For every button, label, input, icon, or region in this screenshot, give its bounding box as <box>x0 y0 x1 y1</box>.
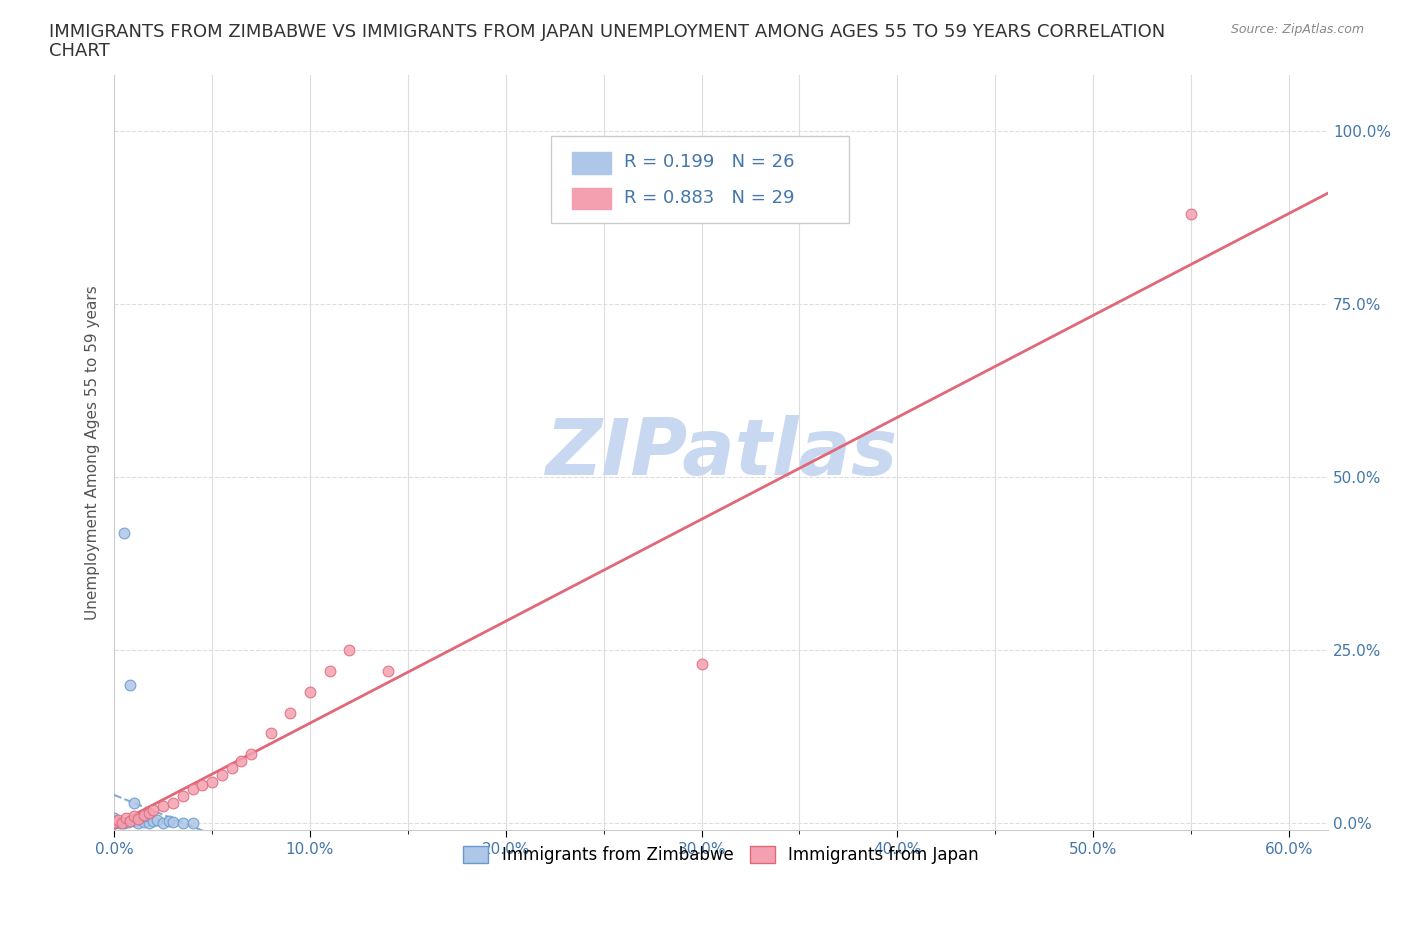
Point <box>122 813 145 828</box>
Point <box>115 810 138 825</box>
Point <box>132 809 155 824</box>
Point <box>142 814 165 829</box>
Point <box>157 814 180 829</box>
Point <box>162 795 184 810</box>
Point <box>142 802 165 817</box>
Bar <box>572 188 610 209</box>
Point <box>191 777 214 792</box>
Point <box>127 816 149 830</box>
Point <box>117 815 139 830</box>
Text: R = 0.199   N = 26: R = 0.199 N = 26 <box>624 153 794 171</box>
Point <box>107 813 129 828</box>
Point <box>152 816 174 830</box>
Point <box>103 816 125 830</box>
Point <box>103 810 125 825</box>
Point <box>132 807 155 822</box>
Point <box>122 814 145 829</box>
Point <box>103 816 125 830</box>
Point <box>318 664 340 679</box>
Point <box>132 815 155 830</box>
Point <box>103 816 125 830</box>
Point <box>118 677 141 692</box>
Point <box>127 812 149 827</box>
Point <box>337 643 360 658</box>
Point <box>152 799 174 814</box>
Text: R = 0.883   N = 29: R = 0.883 N = 29 <box>624 189 794 206</box>
FancyBboxPatch shape <box>551 136 849 222</box>
Point <box>240 747 263 762</box>
Text: IMMIGRANTS FROM ZIMBABWE VS IMMIGRANTS FROM JAPAN UNEMPLOYMENT AMONG AGES 55 TO : IMMIGRANTS FROM ZIMBABWE VS IMMIGRANTS F… <box>49 23 1166 41</box>
Point <box>231 753 253 768</box>
Point <box>122 795 145 810</box>
Text: CHART: CHART <box>49 42 110 60</box>
Point <box>690 657 713 671</box>
Point <box>122 809 145 824</box>
Legend: Immigrants from Zimbabwe, Immigrants from Japan: Immigrants from Zimbabwe, Immigrants fro… <box>457 840 986 871</box>
Point <box>1180 206 1202 221</box>
Point <box>118 814 141 829</box>
Point <box>172 816 194 830</box>
Point <box>211 767 233 782</box>
Point <box>172 789 194 804</box>
Point <box>377 664 399 679</box>
Point <box>146 813 169 828</box>
Point <box>162 815 184 830</box>
Point <box>108 816 131 830</box>
Point <box>103 814 125 829</box>
Point <box>138 805 160 820</box>
Text: ZIPatlas: ZIPatlas <box>546 415 897 491</box>
Point <box>201 775 224 790</box>
Point <box>181 816 204 830</box>
Point <box>112 525 135 540</box>
Point <box>111 816 134 830</box>
Point <box>260 726 283 741</box>
Point <box>298 684 321 699</box>
Point <box>138 816 160 830</box>
Point <box>221 761 243 776</box>
Y-axis label: Unemployment Among Ages 55 to 59 years: Unemployment Among Ages 55 to 59 years <box>86 286 100 620</box>
Point <box>112 816 135 830</box>
Text: Source: ZipAtlas.com: Source: ZipAtlas.com <box>1230 23 1364 36</box>
Point <box>103 816 125 830</box>
Point <box>181 781 204 796</box>
Point <box>280 705 302 720</box>
Point <box>103 815 125 830</box>
Point <box>103 813 125 828</box>
Bar <box>572 153 610 174</box>
Point <box>103 815 125 830</box>
